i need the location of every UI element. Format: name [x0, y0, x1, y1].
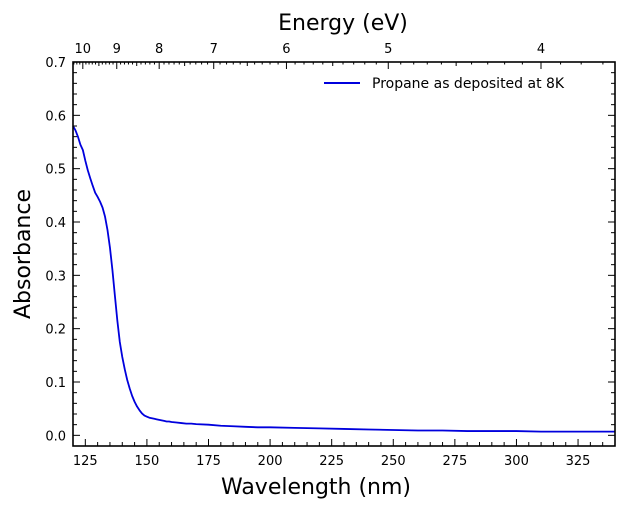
x-axis-title: Wavelength (nm): [221, 475, 411, 500]
y-tick-label: 0.6: [45, 109, 66, 124]
x-tick-label: 200: [258, 454, 283, 469]
x-tick-label: 125: [73, 454, 98, 469]
top-tick-label: 7: [210, 42, 218, 57]
top-tick-label: 9: [113, 42, 121, 57]
y-tick-label: 0.5: [45, 163, 66, 178]
x-tick-label: 175: [196, 454, 221, 469]
y-tick-label: 0.1: [45, 376, 66, 391]
y-tick-label: 0.7: [45, 56, 66, 71]
x-tick-label: 150: [134, 454, 159, 469]
legend: Propane as deposited at 8K: [324, 76, 565, 92]
x-tick-label: 275: [442, 454, 467, 469]
y-tick-label: 0.3: [45, 269, 66, 284]
x-tick-label: 225: [319, 454, 344, 469]
y-tick-label: 0.4: [45, 216, 66, 231]
y-tick-label: 0.2: [45, 323, 66, 338]
top-tick-label: 5: [384, 42, 392, 57]
legend-label: Propane as deposited at 8K: [372, 76, 565, 92]
series-line-0: [72, 125, 615, 433]
top-axis-title: Energy (eV): [278, 11, 408, 36]
plot-marks: [72, 125, 615, 433]
top-tick-label: 4: [537, 42, 545, 57]
top-tick-label: 10: [75, 42, 92, 57]
x-tick-label: 325: [566, 454, 591, 469]
x-tick-label: 250: [381, 454, 406, 469]
y-axis-title: Absorbance: [11, 189, 36, 319]
top-tick-label: 8: [155, 42, 163, 57]
top-tick-label: 6: [282, 42, 290, 57]
x-tick-label: 300: [504, 454, 529, 469]
y-tick-label: 0.0: [45, 429, 66, 444]
ticks-layer: 125 150 175 200 225 250 275 300 325 0.0 0.1 0.2 0.3 0…: [45, 42, 616, 469]
